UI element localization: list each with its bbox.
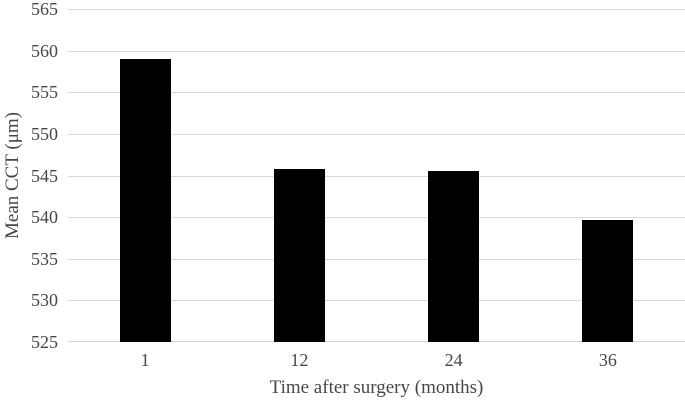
y-tick-label: 525 — [31, 332, 58, 352]
bar — [582, 220, 634, 342]
y-tick-label: 560 — [31, 40, 58, 61]
x-tick-label: 24 — [444, 350, 463, 370]
y-tick-label: 540 — [31, 207, 58, 228]
x-tick-label: 1 — [140, 350, 150, 370]
bar — [273, 168, 325, 342]
y-tick-label: 555 — [31, 82, 58, 103]
bar — [119, 58, 171, 342]
y-tick-label: 535 — [31, 248, 58, 269]
x-axis-line — [68, 341, 685, 342]
gridline — [68, 258, 685, 260]
gridline — [68, 300, 685, 302]
y-tick-label: 530 — [31, 290, 58, 311]
gridline — [68, 9, 685, 10]
x-tick-label: 12 — [290, 350, 309, 370]
y-tick-label: 545 — [31, 165, 58, 186]
gridline — [68, 50, 685, 52]
y-tick-label: 550 — [31, 123, 58, 144]
gridline — [68, 217, 685, 219]
x-tick-label: 36 — [598, 350, 617, 370]
gridline — [68, 133, 685, 135]
plot-area — [68, 9, 685, 342]
y-tick-label: 565 — [31, 0, 58, 19]
gridline — [68, 92, 685, 94]
bar — [428, 171, 480, 342]
gridline — [68, 175, 685, 177]
x-axis-title: Time after surgery (months) — [269, 377, 484, 398]
